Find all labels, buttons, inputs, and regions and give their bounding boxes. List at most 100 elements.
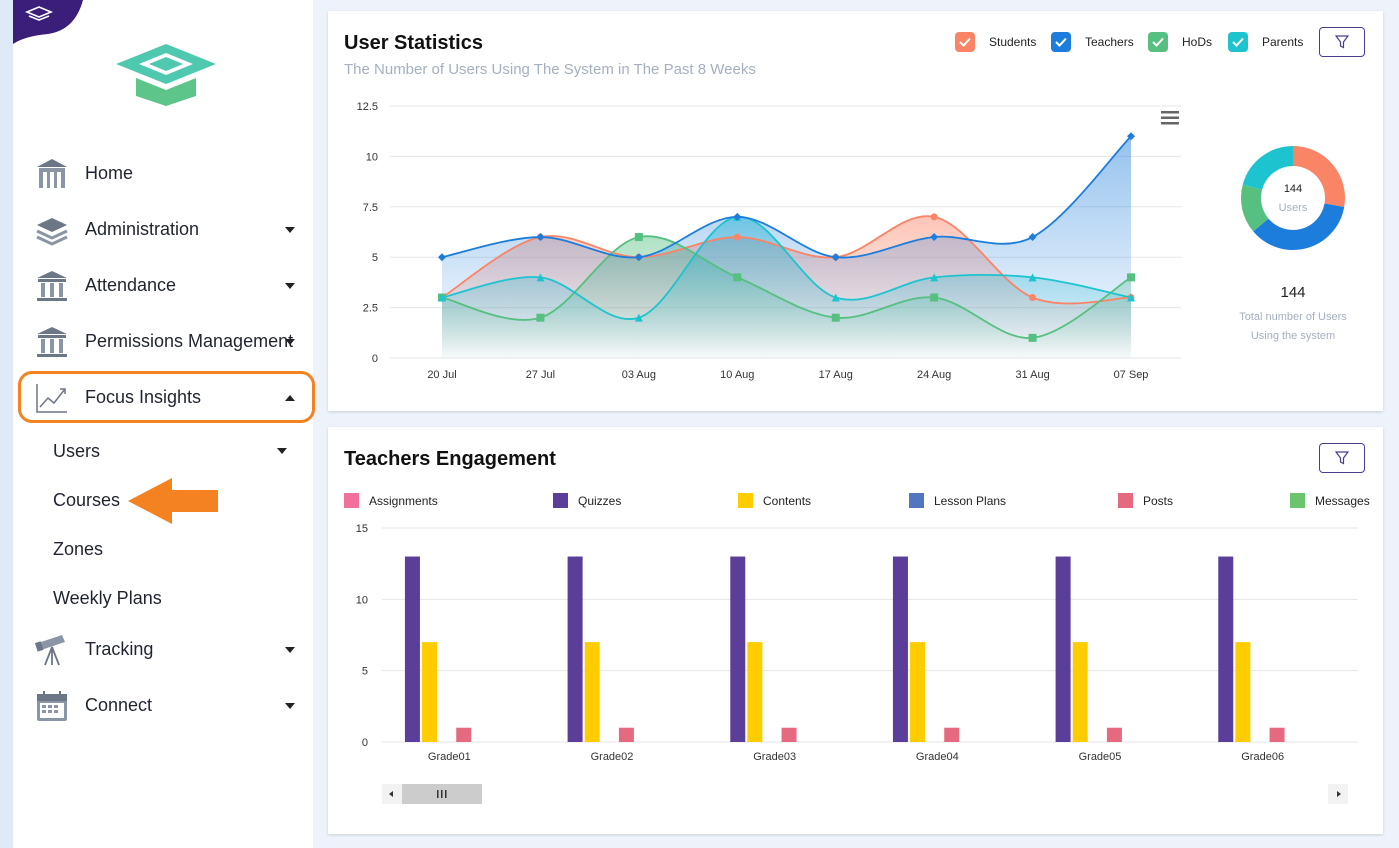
data-point: [1127, 273, 1135, 282]
bar-posts: [944, 727, 960, 742]
data-point: [536, 313, 545, 322]
bar-quizzes: [892, 556, 908, 742]
chevron-up-icon: [285, 395, 295, 401]
legend-label: Contents: [763, 493, 812, 508]
x-tick-label: Grade01: [428, 751, 471, 763]
data-point: [536, 233, 545, 242]
legend-hods[interactable]: HoDs: [1148, 32, 1212, 52]
data-point: [930, 213, 938, 221]
card-title: User Statistics: [344, 32, 483, 54]
x-tick-label: 31 Aug: [1015, 369, 1049, 381]
bar-quizzes: [567, 556, 583, 742]
x-tick-label: 03 Aug: [622, 369, 656, 381]
data-point: [1028, 333, 1037, 342]
y-tick-label: 15: [356, 523, 368, 535]
bar-posts: [618, 727, 634, 742]
scroll-right-button[interactable]: [1328, 784, 1348, 804]
legend-assignments[interactable]: Assignments: [344, 493, 438, 508]
users-donut-chart: [1241, 146, 1345, 250]
donut-center-label: Users: [1278, 202, 1308, 214]
legend-quizzes[interactable]: Quizzes: [553, 493, 621, 508]
chart-line-icon: [36, 384, 67, 413]
bar-quizzes: [1055, 556, 1071, 742]
user-statistics-card: User Statistics The Number of Users Usin…: [328, 11, 1383, 411]
legend-posts[interactable]: Posts: [1118, 493, 1173, 508]
sidebar-subitem-label: Users: [53, 441, 101, 461]
chevron-down-icon: [285, 703, 295, 709]
card-subtitle: The Number of Users Using The System in …: [344, 61, 756, 78]
series-line-students: [441, 215, 1132, 305]
chart-horizontal-scrollbar[interactable]: [382, 784, 1348, 804]
sidebar-subitem-weekly-plans[interactable]: Weekly Plans: [53, 581, 303, 615]
legend-swatch: [738, 493, 753, 508]
legend-swatch: [1290, 493, 1305, 508]
bar-posts: [1269, 727, 1285, 742]
sidebar-subitem-users[interactable]: Users: [53, 434, 303, 468]
left-edge-strip: [0, 0, 13, 848]
chevron-down-icon: [285, 227, 295, 233]
bar-contents: [584, 642, 600, 742]
data-point: [831, 313, 840, 322]
scrollbar-thumb[interactable]: [402, 784, 482, 804]
legend-messages[interactable]: Messages: [1290, 493, 1370, 508]
x-tick-label: Grade04: [916, 751, 959, 763]
legend-teachers[interactable]: Teachers: [1051, 32, 1134, 52]
legend-lesson-plans[interactable]: Lesson Plans: [909, 493, 1006, 508]
sidebar-item-focus-insights[interactable]: Focus Insights: [35, 375, 315, 419]
sidebar-item-tracking[interactable]: Tracking: [35, 627, 315, 671]
y-tick-label: 0: [372, 353, 378, 365]
sidebar-item-label: Tracking: [85, 639, 154, 659]
sidebar-item-connect[interactable]: Connect: [35, 683, 315, 727]
sidebar-subitem-label: Zones: [53, 539, 104, 559]
sidebar-item-administration[interactable]: Administration: [35, 207, 315, 251]
x-tick-label: 17 Aug: [819, 369, 853, 381]
filter-button[interactable]: [1319, 443, 1365, 473]
filter-icon: [1335, 451, 1349, 465]
data-point: [733, 233, 741, 241]
y-tick-label: 10: [366, 151, 378, 163]
data-point: [831, 293, 840, 302]
legend-contents[interactable]: Contents: [738, 493, 811, 508]
sidebar-subitem-zones[interactable]: Zones: [53, 532, 303, 566]
data-point: [831, 253, 840, 262]
chevron-down-icon: [285, 339, 295, 345]
sidebar-subitem-label: Weekly Plans: [53, 588, 162, 608]
data-point: [1029, 294, 1037, 302]
sidebar-item-label: Attendance: [85, 275, 177, 295]
x-tick-label: Grade06: [1241, 751, 1284, 763]
sidebar-subitem-courses[interactable]: Courses: [53, 483, 303, 517]
layers-icon: [36, 218, 68, 246]
legend-label: Assignments: [369, 493, 438, 508]
caption-line: Total number of Users: [1239, 311, 1347, 323]
focus-insights-highlight: [18, 371, 315, 423]
bar-posts: [456, 727, 472, 742]
sidebar-item-permissions-management[interactable]: Permissions Management: [35, 319, 315, 363]
series-line-teachers: [441, 135, 1132, 259]
filter-button[interactable]: [1319, 27, 1365, 57]
columns-icon: [37, 271, 67, 301]
data-point: [733, 212, 742, 221]
y-tick-label: 5: [362, 666, 368, 678]
checkbox-checked-icon: [1148, 32, 1168, 52]
hamburger-menu-icon[interactable]: [1161, 111, 1179, 125]
x-tick-label: 10 Aug: [720, 369, 754, 381]
bar-contents: [1235, 642, 1251, 742]
sidebar-item-attendance[interactable]: Attendance: [35, 263, 315, 307]
legend-swatch: [909, 493, 924, 508]
arrow-right-small-icon: [1337, 791, 1341, 797]
sidebar-item-home[interactable]: Home: [35, 151, 315, 195]
total-users-value: 144: [1280, 284, 1306, 301]
corner-logo-badge: [13, 0, 83, 44]
filter-icon: [1335, 35, 1349, 49]
bar-contents: [422, 642, 438, 742]
donut-slice-students: [1292, 146, 1345, 208]
scroll-left-button[interactable]: [382, 784, 402, 804]
caption-line: Using the system: [1250, 330, 1336, 342]
legend-students[interactable]: Students: [955, 32, 1036, 52]
y-tick-label: 7.5: [363, 202, 378, 214]
brand-logo: [116, 44, 216, 106]
legend-label: Messages: [1315, 493, 1370, 508]
checkbox-checked-icon: [1051, 32, 1071, 52]
legend-parents[interactable]: Parents: [1228, 32, 1303, 52]
legend-label: Students: [989, 35, 1037, 49]
